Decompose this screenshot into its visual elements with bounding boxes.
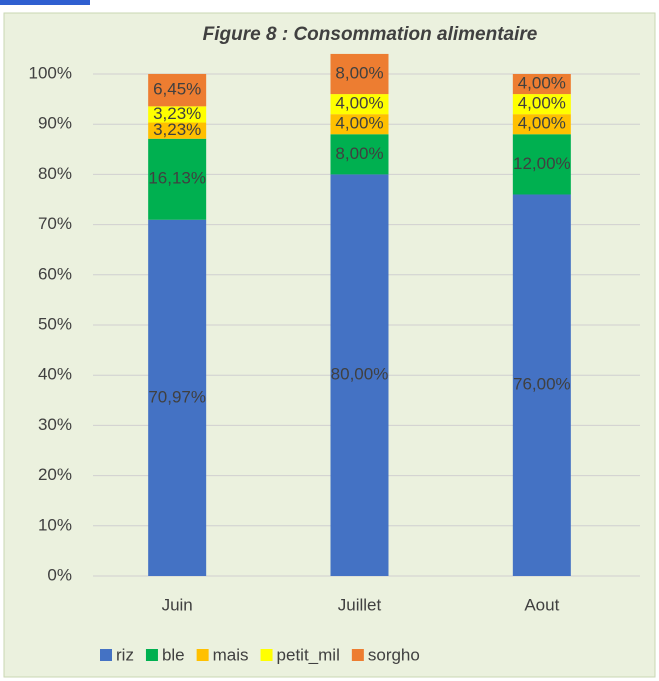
- data-label: 16,13%: [148, 169, 206, 188]
- y-tick-label: 100%: [29, 63, 72, 82]
- data-label: 6,45%: [153, 80, 201, 99]
- legend-swatch: [260, 649, 273, 661]
- y-tick-label: 60%: [38, 264, 72, 283]
- bar-segment: [330, 174, 389, 576]
- bar-segment: [148, 73, 207, 107]
- data-label: 80,00%: [331, 365, 389, 384]
- data-label: 4,00%: [335, 114, 383, 133]
- y-tick-label: 50%: [38, 314, 72, 333]
- data-label: 4,00%: [518, 114, 566, 133]
- bar-segment: [148, 138, 207, 220]
- bar-segment: [512, 74, 571, 95]
- y-tick-label: 20%: [38, 465, 72, 484]
- legend-label: petit_mil: [277, 645, 340, 664]
- y-tick-label: 90%: [38, 114, 72, 133]
- bar-segment: [330, 134, 389, 175]
- bar-segment: [148, 122, 207, 139]
- legend-swatch: [196, 649, 209, 661]
- legend-swatch: [100, 649, 112, 661]
- y-tick-label: 0%: [47, 565, 72, 584]
- data-label: 8,00%: [335, 63, 383, 82]
- x-tick-label: Juillet: [338, 595, 382, 614]
- data-label: 3,23%: [153, 120, 201, 139]
- chart-title: Figure 8 : Consommation alimentaire: [203, 24, 538, 45]
- y-tick-label: 10%: [38, 515, 72, 534]
- legend-swatch: [145, 649, 158, 661]
- data-label: 3,23%: [153, 104, 201, 123]
- bar-segment: [330, 94, 389, 115]
- top-strip: [0, 0, 90, 5]
- legend-label: ble: [162, 645, 185, 664]
- y-tick-label: 80%: [38, 164, 72, 183]
- y-tick-label: 30%: [38, 415, 72, 434]
- data-label: 76,00%: [513, 375, 571, 394]
- data-label: 4,00%: [518, 94, 566, 113]
- x-tick-label: Aout: [524, 595, 559, 614]
- bar-segment: [512, 114, 571, 135]
- bar-segment: [148, 106, 207, 123]
- y-tick-label: 40%: [38, 365, 72, 384]
- data-label: 70,97%: [148, 387, 206, 406]
- data-label: 4,00%: [335, 94, 383, 113]
- bar-segment: [148, 219, 207, 577]
- bar-segment: [512, 94, 571, 115]
- bar-segment: [330, 114, 389, 135]
- legend-label: sorgho: [368, 645, 420, 664]
- legend-swatch: [351, 649, 364, 661]
- data-label: 12,00%: [513, 154, 571, 173]
- data-label: 4,00%: [518, 74, 566, 93]
- bar-segment: [330, 53, 389, 95]
- x-tick-label: Juin: [162, 595, 193, 614]
- y-tick-label: 70%: [38, 214, 72, 233]
- bar-segment: [512, 134, 571, 195]
- data-label: 8,00%: [335, 144, 383, 163]
- legend-label: mais: [213, 645, 249, 664]
- legend-label: riz: [116, 645, 134, 664]
- bar-segment: [512, 194, 571, 577]
